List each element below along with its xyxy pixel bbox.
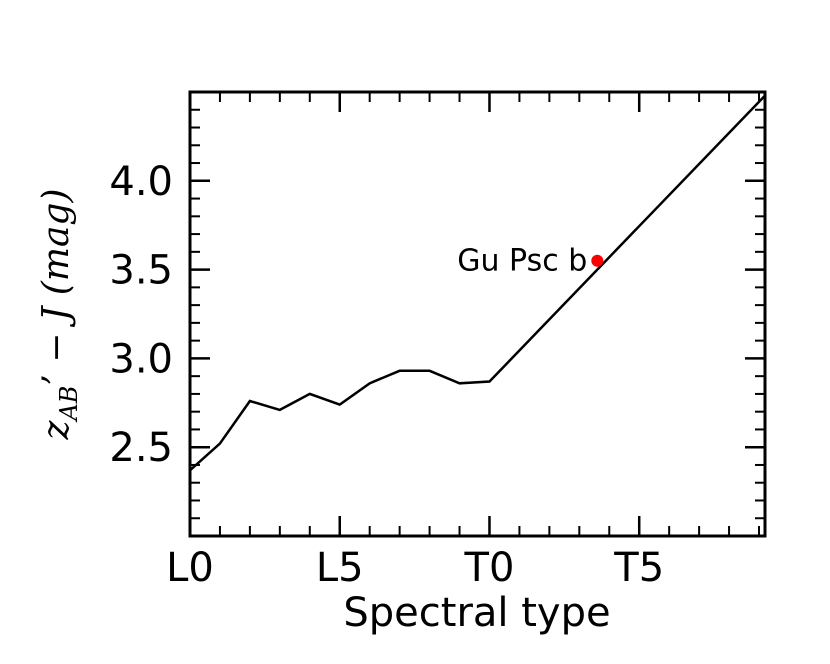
x-tick-label: L5 xyxy=(316,545,364,591)
x-tick-label: L0 xyxy=(166,545,214,591)
plot-frame xyxy=(188,90,767,538)
x-tick-label: T0 xyxy=(464,545,515,591)
minor-ticks xyxy=(190,92,765,536)
x-axis-title: Spectral type xyxy=(343,590,610,636)
series-line xyxy=(189,94,766,472)
y-axis-title-rest: ’ − J (mag) xyxy=(36,188,77,385)
gu-psc-b-point xyxy=(591,254,604,267)
y-axis-title-main: z xyxy=(36,420,77,441)
y-tick-label: 3.0 xyxy=(109,336,173,382)
x-tick-labels: L0 L5 T0 T5 xyxy=(166,545,664,591)
y-tick-label: 4.0 xyxy=(109,159,173,205)
x-tick-label: T5 xyxy=(613,545,664,591)
major-ticks xyxy=(188,92,765,536)
y-tick-labels: 2.5 3.0 3.5 4.0 xyxy=(109,159,173,471)
y-tick-label: 3.5 xyxy=(109,248,173,294)
gu-psc-b-label: Gu Psc b xyxy=(457,244,587,279)
y-tick-label: 2.5 xyxy=(109,425,173,471)
y-axis-title-sub: AB xyxy=(55,386,83,423)
y-axis-title: zAB’ − J (mag) xyxy=(36,188,83,440)
